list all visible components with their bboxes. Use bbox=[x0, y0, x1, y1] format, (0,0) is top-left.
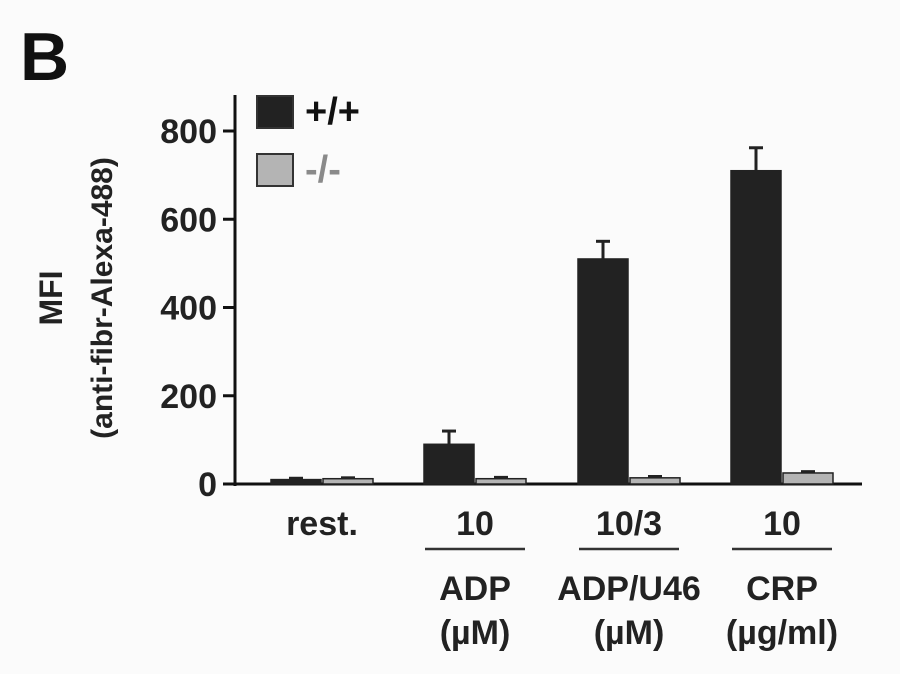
group-unit: (µg/ml) bbox=[726, 614, 838, 652]
group-name: CRP bbox=[746, 570, 818, 608]
legend-label: -/- bbox=[305, 149, 341, 191]
bar-wt-3 bbox=[730, 169, 782, 485]
legend-swatch bbox=[256, 95, 294, 129]
x-tick-label: 10 bbox=[763, 505, 801, 543]
x-tick-label: 10/3 bbox=[596, 505, 662, 543]
group-unit: (µM) bbox=[440, 614, 511, 652]
ticks-layer: 0 200 400 600 800 bbox=[160, 113, 235, 504]
group-name: ADP bbox=[439, 570, 511, 608]
bars-layer bbox=[270, 146, 834, 485]
x-labels-layer: rest. 10 10/3 10 bbox=[286, 505, 801, 543]
bar-wt-1 bbox=[423, 443, 475, 485]
bar-ko-1 bbox=[475, 477, 527, 485]
group-unit: (µM) bbox=[594, 614, 665, 652]
y-axis-title: MFI bbox=[33, 270, 69, 325]
group-labels-layer: ADP (µM) ADP/U46 (µM) CRP (µg/ml) bbox=[425, 547, 838, 652]
y-tick-label: 800 bbox=[160, 113, 217, 151]
x-tick-label: rest. bbox=[286, 505, 358, 543]
bar-wt-0 bbox=[270, 478, 322, 485]
y-tick-label: 400 bbox=[160, 290, 217, 328]
bar-ko-2 bbox=[629, 477, 681, 485]
panel-letter: B bbox=[20, 19, 69, 95]
bar-ko-3 bbox=[782, 472, 834, 485]
bar-wt-2 bbox=[577, 258, 629, 485]
y-tick-label: 600 bbox=[160, 201, 217, 239]
legend-swatch bbox=[256, 153, 294, 187]
group-name: ADP/U46 bbox=[557, 570, 701, 608]
x-tick-label: 10 bbox=[456, 505, 494, 543]
bar-ko-0 bbox=[322, 477, 374, 485]
legend-label: +/+ bbox=[305, 91, 360, 133]
y-axis-subtitle: (anti-fibr-Alexa-488) bbox=[86, 157, 119, 439]
legend: +/+ -/- bbox=[256, 91, 360, 191]
y-tick-label: 200 bbox=[160, 378, 217, 416]
y-tick-label: 0 bbox=[198, 466, 217, 504]
